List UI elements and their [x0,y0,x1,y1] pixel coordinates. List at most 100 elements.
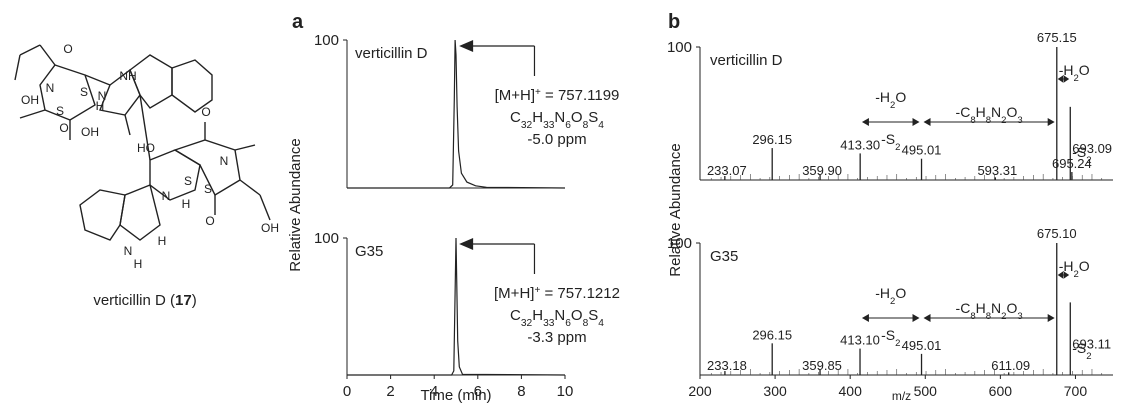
ion-mass-label: [M+H]+ = 757.1199 [495,87,620,105]
y-tick-label: 100 [314,32,339,49]
loss-label-s2: -S2 [1072,144,1091,166]
atom-label: N [162,189,171,203]
bond [234,144,256,151]
atom-label: OH [261,221,279,235]
x-tick-label: 700 [1064,383,1088,399]
peak-label: 675.10 [1037,226,1077,241]
loss-label-fragment: -C8H8N2O3 [956,300,1023,322]
atom-label: S [184,174,192,188]
arrow-head [1057,75,1070,83]
peak-label: 695.24 [1052,156,1092,171]
compound-caption: verticillin D (17) [93,292,196,309]
trace-name: verticillin D [355,45,428,62]
loss-label-s2: -S2 [881,131,900,153]
x-tick-label: 400 [839,383,863,399]
y-axis-title: Relative Abundance [287,138,304,271]
y-axis-title: Relative Abundance [667,143,684,276]
x-axis-title: Time (min) [420,387,491,404]
bond [19,109,46,119]
bond [259,194,271,221]
molecular-formula: C32H33N6O8S4 [510,109,604,131]
loss-label-fragment: -C8H8N2O3 [956,104,1023,126]
bond [14,54,21,81]
peak-label: 693.11 [1072,336,1111,351]
peak-label: 693.09 [1072,141,1112,156]
x-tick-label: 10 [557,383,574,400]
x-tick-label: 200 [688,383,712,399]
panel-label-b: b [668,11,680,33]
peak-label: 413.10 [840,333,880,348]
ppm-error: -5.0 ppm [527,131,586,148]
atom-label: N [46,81,55,95]
arrow-head [861,314,920,322]
peak-label: 296.15 [752,132,792,147]
arrow-head [861,118,920,126]
atom-label: O [205,214,214,228]
lower-indoline-ring [119,184,161,241]
lower-pyrrolidine-ring [149,149,201,201]
loss-label-s2: -S2 [1072,340,1091,362]
atom-label: S [204,182,212,196]
bond [139,94,151,161]
y-tick-label: 100 [314,230,339,247]
loss-label-h2o: -H2O [1059,62,1090,84]
loss-label-h2o: -H2O [875,285,906,307]
atom-label: N [220,154,229,168]
bond [124,114,131,136]
atom-label: N [124,244,133,258]
chromatogram-trace [347,237,566,376]
panel-label-a: a [292,11,304,33]
atom-label: H [182,197,191,211]
ion-mass-label: [M+H]+ = 757.1212 [494,285,620,303]
atom-label: NH [119,69,136,83]
peak-label: 675.15 [1037,30,1077,45]
atom-label: S [80,85,88,99]
x-tick-label: 4 [430,383,438,400]
arrow-head [459,40,474,52]
atom-label: N [98,89,107,103]
atom-label: S [56,104,64,118]
peak-label: 495.01 [902,338,942,353]
atom-label: O [201,105,210,119]
pyrrolidine-ring [99,68,141,116]
x-tick-label: 0 [343,383,351,400]
loss-label-h2o: -H2O [875,89,906,111]
atom-label: H [96,99,105,113]
x-tick-label: 600 [989,383,1013,399]
atom-label: HO [137,141,155,155]
arrow-head [459,238,474,250]
peak-label: 233.07 [707,163,747,178]
atom-label: H [134,257,143,271]
ppm-error: -3.3 ppm [527,329,586,346]
loss-label-h2o: -H2O [1059,258,1090,280]
peak-label: 413.30 [840,137,880,152]
ms-spectrum-panel: 100 verticillin D 233.07 296.15 359.90 413.30… [667,30,1113,403]
peak-label: 296.15 [752,327,792,342]
x-tick-label: 500 [914,383,938,399]
atom-label: O [63,42,72,56]
bond [84,74,111,86]
molecule-structure [14,44,271,241]
molecular-formula: C32H33N6O8S4 [510,307,604,329]
bond [19,44,41,56]
atom-label: OH [21,93,39,107]
peak-label: 593.31 [977,163,1017,178]
trace-name: G35 [355,243,383,260]
peak-label: 233.18 [707,358,747,373]
loss-label-s2: -S2 [881,327,900,349]
x-tick-label: 2 [386,383,394,400]
x-tick-label: 6 [474,383,482,400]
peak-label: 359.85 [802,358,842,373]
bond [39,44,56,66]
peak-label: 495.01 [902,143,942,158]
atom-label: H [158,234,167,248]
x-tick-label: 300 [763,383,787,399]
x-axis-title: m/z [892,389,911,403]
benzene-ring-2 [79,189,126,241]
spectrum-name: verticillin D [710,52,783,69]
chromatogram-trace [347,39,566,189]
atom-label: O [59,121,68,135]
x-tick-label: 8 [517,383,525,400]
